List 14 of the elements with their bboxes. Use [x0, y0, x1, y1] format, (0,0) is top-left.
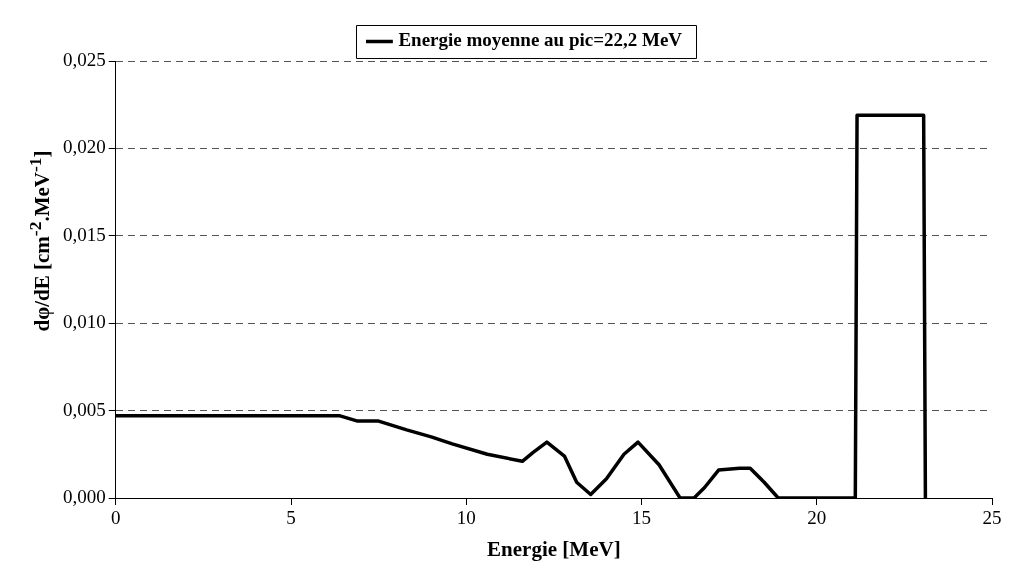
y-tick-label: 0,015	[63, 223, 106, 245]
y-tick-label: 0,010	[63, 311, 106, 333]
y-tick-label: 0,005	[63, 398, 106, 420]
x-tick-label: 5	[286, 507, 296, 529]
x-tick-label: 15	[632, 507, 651, 529]
x-tick-label: 0	[111, 507, 121, 529]
x-axis-title: Energie [MeV]	[487, 536, 621, 561]
y-tick-label: 0,025	[63, 48, 106, 70]
y-tick-label: 0,020	[63, 136, 106, 158]
y-tick-label: 0,000	[63, 485, 106, 507]
x-tick-label: 20	[807, 507, 827, 529]
x-tick-label: 10	[456, 507, 476, 529]
legend-label: Energie moyenne au pic=22,2 MeV	[398, 29, 683, 51]
x-tick-label: 25	[982, 507, 1002, 529]
